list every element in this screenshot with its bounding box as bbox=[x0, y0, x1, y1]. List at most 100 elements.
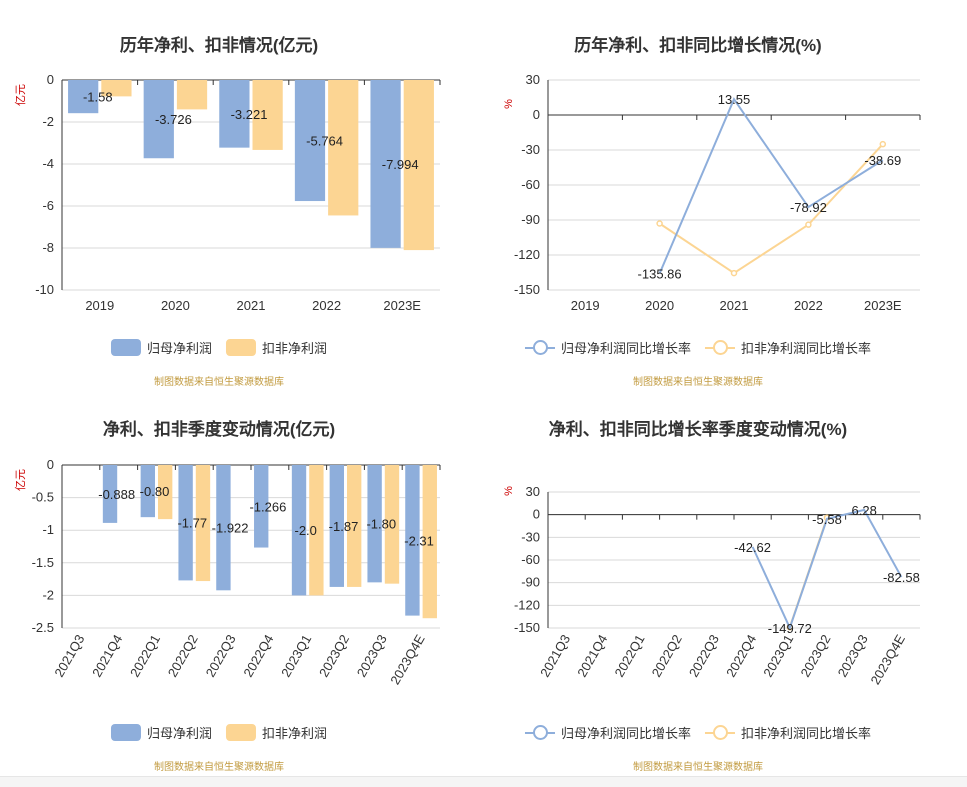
y-tick-label: -150 bbox=[514, 620, 540, 635]
legend-label: 归母净利润同比增长率 bbox=[560, 726, 691, 741]
y-tick-label: -2.5 bbox=[32, 620, 54, 635]
y-tick-label: -1 bbox=[42, 522, 54, 537]
y-tick-label: -120 bbox=[514, 597, 540, 612]
bar-deduct bbox=[252, 80, 283, 150]
legend-label: 扣非净利润同比增长率 bbox=[741, 726, 872, 741]
x-tick-label: 2023Q2 bbox=[797, 632, 833, 680]
legend-line-net bbox=[524, 339, 555, 356]
bar-net bbox=[178, 465, 193, 581]
source-note: 制图数据来自恒生聚源数据库 bbox=[154, 377, 284, 388]
bar-net bbox=[143, 80, 174, 159]
y-tick-label: -4 bbox=[42, 156, 54, 171]
data-label: -5.764 bbox=[306, 134, 343, 149]
line-net bbox=[751, 508, 903, 631]
source-note: 制图数据来自恒生聚源数据库 bbox=[154, 762, 284, 773]
bar-net bbox=[254, 465, 269, 548]
y-unit-label: 亿元 bbox=[14, 84, 27, 106]
legend-item-net-growth[interactable]: 归母净利润同比增长率 bbox=[524, 338, 691, 357]
x-tick-label: 2022Q2 bbox=[165, 632, 201, 680]
data-label: 6.28 bbox=[852, 503, 877, 518]
y-tick-label: -10 bbox=[35, 282, 54, 297]
x-tick-label: 2022 bbox=[794, 298, 823, 313]
data-label: -1.922 bbox=[212, 521, 249, 536]
bar-deduct bbox=[309, 465, 324, 596]
data-label: -135.86 bbox=[638, 267, 682, 282]
data-label: -2.0 bbox=[294, 523, 316, 538]
legend-label: 归母净利润同比增长率 bbox=[560, 341, 691, 356]
x-tick-label: 2021Q4 bbox=[89, 632, 125, 680]
legend-item-net-growth[interactable]: 归母净利润同比增长率 bbox=[524, 723, 691, 742]
y-tick-label: -2 bbox=[42, 114, 54, 129]
bar-deduct bbox=[195, 465, 211, 582]
bar-deduct bbox=[158, 465, 173, 520]
x-tick-label: 2020 bbox=[161, 298, 190, 313]
data-label: -1.77 bbox=[177, 516, 207, 531]
bar-net bbox=[102, 465, 118, 523]
legend-item-deducted-profit[interactable]: 扣非净利润 bbox=[226, 338, 327, 357]
x-tick-label: 2021Q3 bbox=[537, 632, 573, 680]
data-label: -1.58 bbox=[83, 90, 113, 105]
bar-net bbox=[291, 465, 307, 596]
y-tick-label: 0 bbox=[47, 72, 54, 87]
y-unit-label: % bbox=[503, 486, 515, 496]
legend: 归母净利润 扣非净利润 bbox=[104, 723, 334, 742]
data-label: 13.55 bbox=[718, 92, 751, 107]
data-label: -0.80 bbox=[140, 484, 170, 499]
y-tick-label: -150 bbox=[514, 282, 540, 297]
x-tick-label: 2022Q2 bbox=[649, 632, 685, 680]
y-tick-label: 0 bbox=[533, 107, 540, 122]
data-label: -1.87 bbox=[329, 519, 359, 534]
quarterly-growth-line-chart: 300-30-60-90-120-150%2021Q3 2021Q4 2022Q1 2… bbox=[503, 484, 921, 687]
legend-item-net-profit[interactable]: 归母净利润 bbox=[110, 723, 212, 742]
x-tick-label: 2023Q1 bbox=[278, 632, 314, 680]
data-label: -149.72 bbox=[768, 621, 812, 636]
y-tick-label: 30 bbox=[526, 484, 540, 499]
x-tick-label: 2022Q4 bbox=[240, 632, 276, 680]
legend-line-net bbox=[524, 724, 555, 741]
data-label: -42.62 bbox=[734, 540, 771, 555]
bar-deduct bbox=[384, 465, 400, 584]
bar-deduct bbox=[422, 465, 437, 619]
bar-net bbox=[329, 465, 344, 587]
legend-item-deducted-profit[interactable]: 扣非净利润 bbox=[226, 723, 327, 742]
data-label: -3.221 bbox=[231, 107, 268, 122]
bar-deduct bbox=[403, 80, 434, 251]
data-label: -82.58 bbox=[883, 570, 920, 585]
x-tick-label: 2023Q4E bbox=[387, 632, 428, 687]
x-tick-label: 2022Q3 bbox=[203, 632, 239, 680]
legend-item-deducted-growth[interactable]: 扣非净利润同比增长率 bbox=[705, 338, 871, 357]
x-tick-label: 2023Q3 bbox=[354, 632, 390, 680]
legend: 归母净利润同比增长率 扣非净利润同比增长率 bbox=[518, 723, 878, 742]
legend-label: 归母净利润 bbox=[146, 726, 212, 741]
legend-line-deduct bbox=[705, 724, 735, 741]
data-label: -78.92 bbox=[790, 200, 827, 215]
point-deduct bbox=[805, 221, 812, 228]
data-label: -0.888 bbox=[98, 487, 135, 502]
bar-net bbox=[294, 80, 326, 202]
x-tick-label: 2020 bbox=[645, 298, 674, 313]
y-unit-label: % bbox=[503, 99, 515, 109]
legend-swatch-deduct bbox=[226, 339, 256, 356]
y-tick-label: -8 bbox=[42, 240, 54, 255]
legend-item-net-profit[interactable]: 归母净利润 bbox=[110, 338, 212, 357]
y-tick-label: 0 bbox=[47, 457, 54, 472]
y-tick-label: -120 bbox=[514, 247, 540, 262]
x-tick-label: 2021Q3 bbox=[51, 632, 87, 680]
bar-net bbox=[68, 80, 99, 114]
legend-swatch-net bbox=[110, 724, 141, 741]
point-deduct bbox=[730, 269, 738, 277]
bar-net bbox=[216, 465, 231, 591]
source-note: 制图数据来自恒生聚源数据库 bbox=[633, 762, 763, 773]
legend-label: 扣非净利润 bbox=[262, 726, 328, 741]
legend-item-deducted-growth[interactable]: 扣非净利润同比增长率 bbox=[705, 723, 871, 742]
legend: 归母净利润 扣非净利润 bbox=[104, 338, 334, 357]
legend-label: 扣非净利润同比增长率 bbox=[741, 341, 872, 356]
y-tick-label: -6 bbox=[42, 198, 54, 213]
chart-title: 历年净利、扣非同比增长情况(%) bbox=[574, 36, 822, 55]
y-tick-label: -0.5 bbox=[32, 490, 54, 505]
x-tick-label: 2023Q3 bbox=[835, 632, 871, 680]
data-label: -1.266 bbox=[249, 499, 286, 514]
y-tick-label: -90 bbox=[521, 575, 540, 590]
annual-growth-line-chart: 30 0 -30 -60 -90 -120 -150% 2019 2020 2021 2022 202… bbox=[503, 72, 921, 313]
